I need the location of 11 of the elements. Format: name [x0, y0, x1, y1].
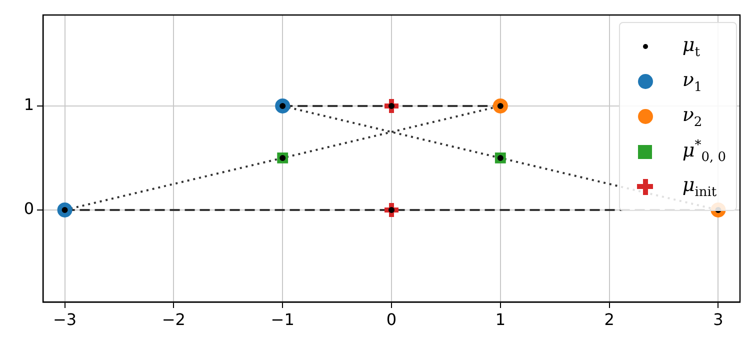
- legend-label: μ$_{t}$: [682, 34, 700, 60]
- x-tick-label: 0: [386, 310, 397, 329]
- x-tick-label: −1: [270, 310, 294, 329]
- x-tick-label: −3: [52, 310, 77, 329]
- legend-label: μ$_{init}$: [682, 174, 717, 200]
- x-tick-label: 1: [495, 310, 506, 329]
- x-tick-label: −2: [162, 310, 186, 329]
- x-tick-label: 3: [713, 310, 724, 329]
- legend-label: ν$_{1}$: [682, 68, 702, 94]
- legend-label: ν$_{2}$: [682, 104, 702, 130]
- x-tick-label: 2: [604, 310, 614, 329]
